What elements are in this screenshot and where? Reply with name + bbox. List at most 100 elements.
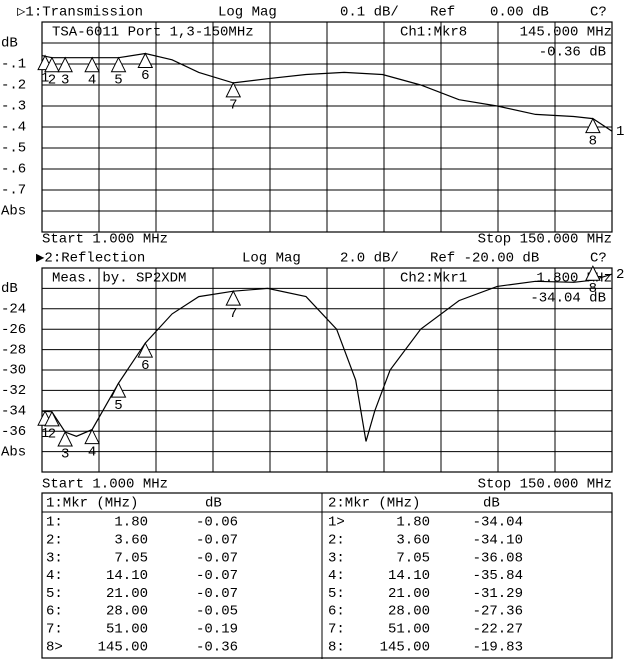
table-cell: -0.07 xyxy=(196,533,238,549)
table-cell: -0.07 xyxy=(196,550,238,566)
table-cell: 5: xyxy=(328,586,345,602)
y-tick-label: -.5 xyxy=(1,141,26,157)
table-cell: 7.05 xyxy=(396,550,430,566)
table-cell: 7: xyxy=(328,622,345,638)
table-cell: -31.29 xyxy=(473,586,523,602)
marker xyxy=(57,56,73,73)
marker-label: 2 xyxy=(48,427,56,443)
table-header: dB xyxy=(205,496,222,512)
marker-label: 7 xyxy=(229,306,237,322)
header-text: ▷1:Transmission xyxy=(17,5,143,21)
marker xyxy=(137,52,154,68)
marker-label: 4 xyxy=(88,72,96,88)
marker-readout: Ch1:Mkr8 xyxy=(400,25,467,41)
marker xyxy=(57,430,73,447)
table-cell: -36.08 xyxy=(473,550,523,566)
header-text: Log Mag xyxy=(218,5,277,21)
marker-label: 3 xyxy=(61,447,69,463)
y-tick-label: -36 xyxy=(1,424,26,440)
table-cell: 1.80 xyxy=(396,515,430,531)
table-cell: 3: xyxy=(46,550,63,566)
table-cell: -0.05 xyxy=(196,604,238,620)
table-cell: 3.60 xyxy=(114,533,148,549)
table-cell: 8: xyxy=(328,639,345,655)
table-header: dB xyxy=(483,496,500,512)
subheader-text: Meas. by. SP2XDM xyxy=(52,271,186,287)
table-cell: -19.83 xyxy=(473,639,523,655)
header-text: C? xyxy=(590,5,607,21)
marker-label: 2 xyxy=(48,72,56,88)
marker-label: 8 xyxy=(589,133,597,149)
table-cell: -34.10 xyxy=(473,533,523,549)
start-label: Start 1.000 MHz xyxy=(42,477,168,493)
marker-label: 1 xyxy=(41,70,49,86)
marker-label: 5 xyxy=(114,72,122,88)
marker xyxy=(585,117,601,134)
marker-label: 6 xyxy=(141,68,149,84)
y-tick-label: -28 xyxy=(1,342,26,358)
marker-label: 3 xyxy=(61,72,69,88)
plot-frame xyxy=(41,267,613,473)
marker xyxy=(84,56,100,73)
table-cell: 3.60 xyxy=(396,533,430,549)
y-tick-label: -24 xyxy=(1,302,26,318)
table-cell: 7: xyxy=(46,622,63,638)
table-cell: 28.00 xyxy=(106,604,148,620)
table-cell: 21.00 xyxy=(106,586,148,602)
table-cell: 21.00 xyxy=(388,586,430,602)
y-tick-label: dB xyxy=(1,281,18,297)
marker-label: 7 xyxy=(229,98,237,114)
y-tick-label: -.1 xyxy=(1,57,26,73)
table-cell: 51.00 xyxy=(106,622,148,638)
header-text: Ref -20.00 dB xyxy=(430,251,539,267)
table-cell: -0.19 xyxy=(196,622,238,638)
table-cell: -34.04 xyxy=(473,515,523,531)
header-text: Ref xyxy=(430,5,455,21)
table-header: 1:Mkr (MHz) xyxy=(46,496,138,512)
table-cell: 6: xyxy=(328,604,345,620)
marker xyxy=(225,81,242,98)
table-cell: -0.36 xyxy=(196,639,238,655)
marker-label: 1 xyxy=(41,426,49,442)
table-cell: 2: xyxy=(46,533,63,549)
header-text: 2.0 dB/ xyxy=(340,251,399,267)
header-text: 0.00 dB xyxy=(490,5,549,21)
table-cell: -22.27 xyxy=(473,622,523,638)
table-cell: 1> xyxy=(328,515,345,531)
table-cell: -35.84 xyxy=(473,568,523,584)
table-cell: -27.36 xyxy=(473,604,523,620)
marker-readout: 1.800 MHz xyxy=(536,271,612,287)
marker xyxy=(84,428,100,445)
table-cell: 2: xyxy=(328,533,345,549)
table-header: 2:Mkr (MHz) xyxy=(328,496,420,512)
header-text: 0.1 dB/ xyxy=(340,5,399,21)
header-text: C? xyxy=(590,251,607,267)
table-cell: 14.10 xyxy=(388,568,430,584)
table-cell: -0.07 xyxy=(196,568,238,584)
marker-readout: Ch2:Mkr1 xyxy=(400,271,467,287)
table-cell: 1.80 xyxy=(114,515,148,531)
marker-label: 8 xyxy=(589,281,597,297)
marker xyxy=(44,56,60,73)
marker xyxy=(137,341,154,358)
table-cell: 51.00 xyxy=(388,622,430,638)
trace xyxy=(41,52,613,132)
marker-label: 5 xyxy=(114,398,122,414)
table-cell: 14.10 xyxy=(106,568,148,584)
stop-label: Stop 150.000 MHz xyxy=(478,232,612,248)
table-cell: 145.00 xyxy=(380,639,430,655)
marker xyxy=(585,265,601,281)
marker-label: 6 xyxy=(141,358,149,374)
y-tick-label: -.6 xyxy=(1,162,26,178)
y-tick-label: -26 xyxy=(1,322,26,338)
y-tick-label: Abs xyxy=(1,204,26,220)
marker xyxy=(110,382,127,398)
y-tick-label: -.2 xyxy=(1,78,26,94)
trace xyxy=(41,273,613,442)
table-cell: -0.06 xyxy=(196,515,238,531)
table-cell: 4: xyxy=(46,568,63,584)
marker-readout: -34.04 dB xyxy=(530,291,606,307)
table-cell: 6: xyxy=(46,604,63,620)
marker-readout: -0.36 dB xyxy=(539,45,606,61)
